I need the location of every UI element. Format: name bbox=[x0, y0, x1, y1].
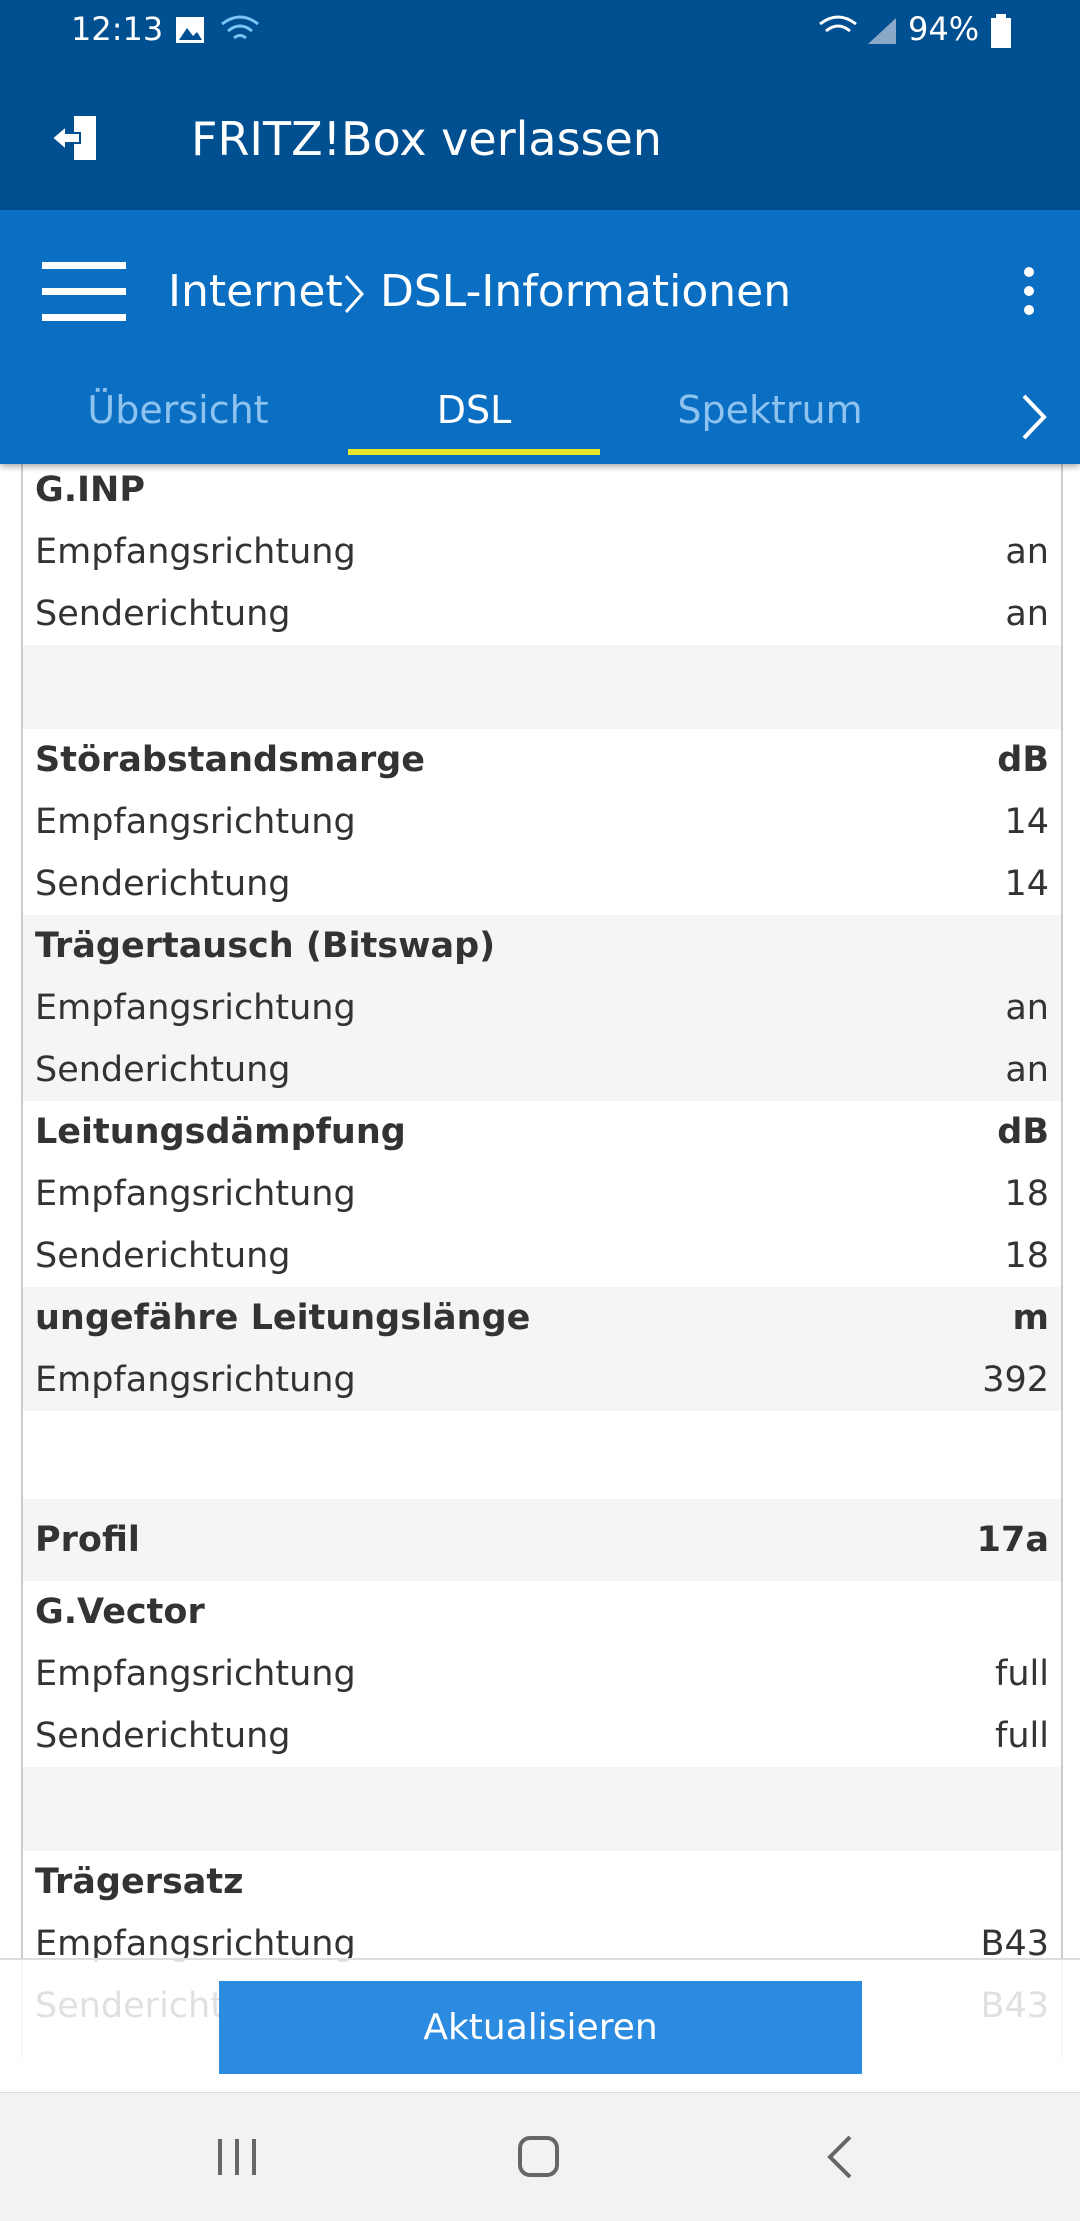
info-row: Senderichtung an bbox=[23, 1039, 1061, 1101]
row-value: 392 bbox=[982, 1360, 1049, 1400]
info-row: Empfangsrichtung an bbox=[23, 977, 1061, 1039]
section-header: Profil 17a bbox=[23, 1499, 1061, 1581]
section-unit: dB bbox=[997, 1112, 1049, 1152]
spacer bbox=[23, 1767, 1061, 1851]
section-title: Profil bbox=[35, 1520, 140, 1560]
refresh-button[interactable]: Aktualisieren bbox=[219, 1981, 862, 2074]
menu-icon[interactable] bbox=[42, 262, 128, 322]
row-value: B43 bbox=[980, 1924, 1049, 1964]
row-value: full bbox=[995, 1716, 1049, 1756]
row-label: Empfangsrichtung bbox=[35, 1924, 356, 1964]
row-label: Empfangsrichtung bbox=[35, 1174, 356, 1214]
info-row: Senderichtung 14 bbox=[23, 853, 1061, 915]
time: 12:13 bbox=[71, 10, 164, 48]
tab[interactable]: Übersicht bbox=[87, 388, 269, 432]
section-header: Trägersatz bbox=[23, 1851, 1061, 1913]
nav-bar bbox=[0, 2092, 1080, 2221]
section-header: ungefähre Leitungslänge m bbox=[23, 1287, 1061, 1349]
info-row: Empfangsrichtung 392 bbox=[23, 1349, 1061, 1411]
section-title: Trägertausch (Bitswap) bbox=[35, 926, 496, 966]
tabs-next[interactable] bbox=[1020, 392, 1050, 442]
more-icon[interactable] bbox=[1020, 266, 1038, 316]
row-value: 14 bbox=[1004, 864, 1049, 904]
signal-icon bbox=[819, 15, 896, 44]
row-label: Empfangsrichtung bbox=[35, 1360, 356, 1400]
section-unit: dB bbox=[997, 740, 1049, 780]
app-bar: FRITZ!Box verlassen bbox=[0, 60, 1080, 210]
status-bar: 12:13 94% bbox=[0, 0, 1080, 60]
battery-icon bbox=[991, 14, 1011, 48]
row-label: Senderichtung bbox=[35, 1050, 291, 1090]
section-title: Leitungsdämpfung bbox=[35, 1112, 406, 1152]
info-row: Empfangsrichtung full bbox=[23, 1643, 1061, 1705]
tab[interactable]: Spektrum bbox=[677, 388, 863, 432]
breadcrumb-current: DSL-Informationen bbox=[380, 266, 792, 317]
bottom-panel: Aktualisieren bbox=[0, 1958, 1080, 2094]
row-value: 14 bbox=[1004, 802, 1049, 842]
row-label: Senderichtung bbox=[35, 1716, 291, 1756]
row-label: Empfangsrichtung bbox=[35, 988, 356, 1028]
row-value: 18 bbox=[1004, 1174, 1049, 1214]
row-value: an bbox=[1005, 532, 1049, 572]
section-header: Leitungsdämpfung dB bbox=[23, 1101, 1061, 1163]
info-row: Senderichtung full bbox=[23, 1705, 1061, 1767]
breadcrumb-parent[interactable]: Internet bbox=[168, 266, 343, 317]
row-value: full bbox=[995, 1654, 1049, 1694]
info-row: Empfangsrichtung 14 bbox=[23, 791, 1061, 853]
info-row: Empfangsrichtung an bbox=[23, 521, 1061, 583]
row-value: an bbox=[1005, 988, 1049, 1028]
page-header: Internet DSL-Informationen Übersicht DSL S… bbox=[0, 210, 1080, 464]
section-title: G.Vector bbox=[35, 1592, 205, 1632]
section-header: G.Vector bbox=[23, 1581, 1061, 1643]
section-title: Störabstandsmarge bbox=[35, 740, 426, 780]
row-label: Senderichtung bbox=[35, 864, 291, 904]
app-title[interactable]: FRITZ!Box verlassen bbox=[191, 112, 662, 166]
info-row: Empfangsrichtung 18 bbox=[23, 1163, 1061, 1225]
info-table: G.INP Empfangsrichtung an Senderichtung an St… bbox=[21, 459, 1063, 2059]
row-value: 18 bbox=[1004, 1236, 1049, 1276]
section-title: G.INP bbox=[35, 470, 145, 510]
section-header: G.INP bbox=[23, 459, 1061, 521]
tab[interactable]: DSL bbox=[436, 388, 512, 432]
nav-icons bbox=[218, 2135, 852, 2179]
section-title: Trägersatz bbox=[35, 1862, 244, 1902]
row-label: Empfangsrichtung bbox=[35, 532, 356, 572]
info-row: Senderichtung 18 bbox=[23, 1225, 1061, 1287]
row-label: Senderichtung bbox=[35, 594, 291, 634]
spacer bbox=[23, 645, 1061, 729]
breadcrumb-separator bbox=[344, 275, 365, 313]
row-value: an bbox=[1005, 1050, 1049, 1090]
row-label: Senderichtung bbox=[35, 1236, 291, 1276]
row-label: Empfangsrichtung bbox=[35, 1654, 356, 1694]
row-value: an bbox=[1005, 594, 1049, 634]
wifi-icon bbox=[221, 15, 259, 40]
section-unit: 17a bbox=[976, 1520, 1049, 1560]
section-header: Störabstandsmarge dB bbox=[23, 729, 1061, 791]
tab-indicator bbox=[348, 449, 600, 455]
row-label: Empfangsrichtung bbox=[35, 802, 356, 842]
exit-icon[interactable] bbox=[50, 114, 100, 162]
battery-level: 94% bbox=[908, 10, 980, 48]
section-header: Trägertausch (Bitswap) bbox=[23, 915, 1061, 977]
spacer bbox=[23, 1411, 1061, 1499]
section-unit: m bbox=[1012, 1298, 1049, 1338]
image-icon bbox=[176, 17, 204, 43]
info-row: Senderichtung an bbox=[23, 583, 1061, 645]
section-title: ungefähre Leitungslänge bbox=[35, 1298, 531, 1338]
